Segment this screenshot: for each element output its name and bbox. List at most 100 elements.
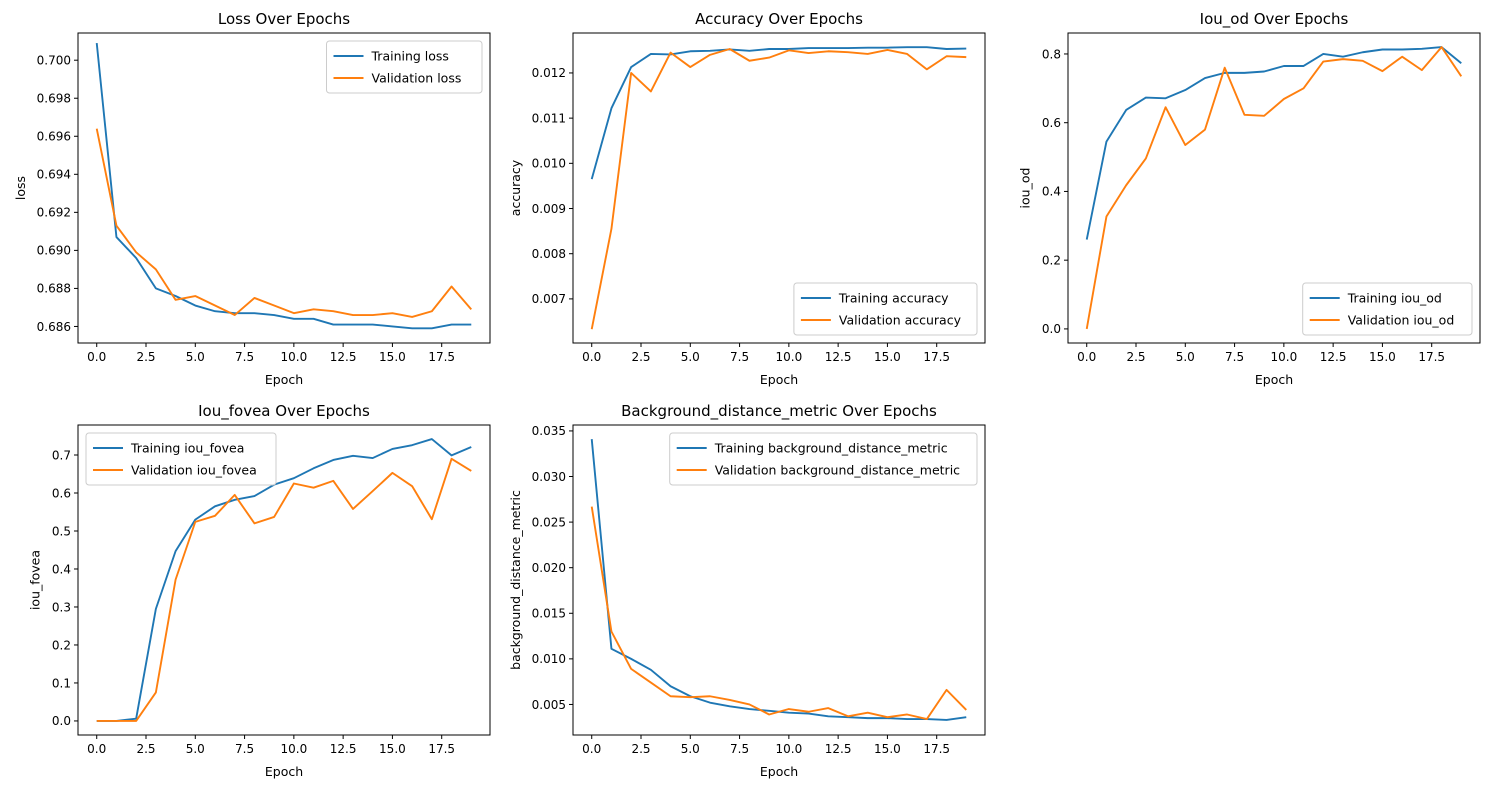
x-tick-label: 10.0: [280, 350, 307, 364]
y-tick-label: 0.030: [532, 470, 566, 484]
legend-entry: Validation loss: [372, 71, 462, 86]
x-tick-label: 15.0: [379, 350, 406, 364]
x-tick-label: 7.5: [730, 742, 749, 756]
y-tick-label: 0.008: [532, 247, 566, 261]
x-tick-label: 5.0: [186, 350, 205, 364]
x-tick-label: 2.5: [136, 742, 155, 756]
legend-box: [669, 432, 978, 486]
y-axis-label: loss: [13, 176, 28, 200]
y-tick-label: 0.6: [1042, 116, 1061, 130]
y-tick-label: 0.7: [52, 448, 71, 462]
chart-title: Loss Over Epochs: [218, 10, 350, 28]
series-line-training: [1085, 46, 1462, 240]
subplot-4: 0.0 2.5 5.0 7.5 10.0 12.5 15.0 17.5 0.0 0.1 0.2 0.3…: [27, 402, 491, 779]
x-tick-label: 2.5: [631, 350, 650, 364]
x-tick-label: 17.5: [1418, 350, 1445, 364]
x-tick-label: 17.5: [428, 742, 455, 756]
x-tick-label: 2.5: [631, 742, 650, 756]
y-tick-label: 0.4: [1042, 185, 1061, 199]
x-axis-label: Epoch: [265, 372, 303, 387]
x-tick-label: 10.0: [775, 350, 802, 364]
x-tick-label: 0.0: [87, 350, 106, 364]
legend: Training iou_fovea Validation iou_fovea: [85, 432, 277, 486]
subplot-5: 0.0 2.5 5.0 7.5 10.0 12.5 15.0 17.5 0.005 0.010 0.…: [508, 402, 986, 779]
x-tick-label: 0.0: [1077, 350, 1096, 364]
y-tick-label: 0.4: [52, 562, 71, 576]
series-line-validation: [1085, 46, 1463, 330]
legend-box: [1302, 282, 1473, 336]
x-tick-label: 15.0: [1369, 350, 1396, 364]
chart-title: Iou_od Over Epochs: [1200, 10, 1349, 29]
x-axis-label: Epoch: [265, 764, 303, 779]
x-tick-label: 10.0: [280, 742, 307, 756]
axes-frame: [572, 424, 986, 736]
x-tick-label: 0.0: [582, 742, 601, 756]
x-tick-label: 2.5: [136, 350, 155, 364]
x-axis-label: Epoch: [760, 372, 798, 387]
legend: Training accuracy Validation accuracy: [793, 282, 978, 336]
y-tick-label: 0.694: [37, 168, 71, 182]
x-tick-label: 7.5: [1225, 350, 1244, 364]
x-tick-label: 0.0: [87, 742, 106, 756]
axes-frame: [572, 32, 986, 344]
legend: Training loss Validation loss: [326, 40, 483, 94]
y-tick-label: 0.6: [52, 486, 71, 500]
x-tick-label: 17.5: [923, 350, 950, 364]
legend-entry: Validation iou_od: [1348, 313, 1455, 328]
legend-entry: Validation accuracy: [839, 313, 962, 328]
series-line-validation: [590, 506, 967, 720]
y-tick-label: 0.2: [1042, 253, 1061, 267]
series-line-validation: [590, 48, 967, 330]
series-line-training: [96, 438, 472, 722]
y-axis-label: accuracy: [508, 159, 523, 216]
legend-entry: Training accuracy: [838, 291, 949, 306]
y-tick-label: 0.020: [532, 561, 566, 575]
legend-entry: Training iou_od: [1347, 291, 1442, 306]
y-tick-label: 0.696: [37, 130, 71, 144]
legend-entry: Training loss: [371, 49, 449, 64]
y-tick-label: 0.3: [52, 600, 71, 614]
y-tick-label: 0.005: [532, 698, 566, 712]
series-line-validation: [96, 457, 472, 722]
x-tick-label: 5.0: [1176, 350, 1195, 364]
subplot-3: 0.0 2.5 5.0 7.5 10.0 12.5 15.0 17.5 0.0 0.2 0.4 0.6…: [1017, 10, 1481, 387]
legend-box: [85, 432, 277, 486]
x-tick-label: 7.5: [235, 742, 254, 756]
x-tick-label: 5.0: [681, 742, 700, 756]
chart-title: Iou_fovea Over Epochs: [198, 402, 370, 421]
y-tick-label: 0.009: [532, 202, 566, 216]
x-tick-label: 7.5: [235, 350, 254, 364]
y-axis-label: background_distance_metric: [508, 490, 523, 670]
series-line-validation: [95, 128, 472, 318]
x-tick-label: 7.5: [730, 350, 749, 364]
axes-frame: [1067, 32, 1481, 344]
legend-box: [793, 282, 978, 336]
y-tick-label: 0.012: [532, 66, 566, 80]
subplot-2: 0.0 2.5 5.0 7.5 10.0 12.5 15.0 17.5 0.007 0.008 0.…: [508, 10, 986, 387]
subplot-1: 0.0 2.5 5.0 7.5 10.0 12.5 15.0 17.5 0.686 0.688 0.…: [13, 10, 491, 387]
y-tick-label: 0.8: [1042, 47, 1061, 61]
y-axis-label: iou_fovea: [27, 550, 42, 610]
legend: Training background_distance_metric Valid…: [669, 432, 978, 486]
y-tick-label: 0.2: [52, 638, 71, 652]
axes-frame: [77, 32, 491, 344]
y-tick-label: 0.011: [532, 111, 566, 125]
y-tick-label: 0.698: [37, 92, 71, 106]
y-tick-label: 0.0: [52, 714, 71, 728]
x-tick-label: 15.0: [874, 350, 901, 364]
y-tick-label: 0.035: [532, 424, 566, 438]
chart-title: Accuracy Over Epochs: [695, 10, 863, 28]
x-tick-label: 10.0: [775, 742, 802, 756]
y-tick-label: 0.010: [532, 652, 566, 666]
x-tick-label: 12.5: [825, 350, 852, 364]
x-tick-label: 12.5: [1320, 350, 1347, 364]
y-tick-label: 0.686: [37, 320, 71, 334]
x-tick-label: 10.0: [1270, 350, 1297, 364]
legend-entry: Training background_distance_metric: [714, 441, 948, 456]
y-tick-label: 0.688: [37, 282, 71, 296]
x-tick-label: 15.0: [379, 742, 406, 756]
series-line-training: [590, 46, 967, 180]
legend: Training iou_od Validation iou_od: [1302, 282, 1473, 336]
y-tick-label: 0.700: [37, 53, 71, 67]
